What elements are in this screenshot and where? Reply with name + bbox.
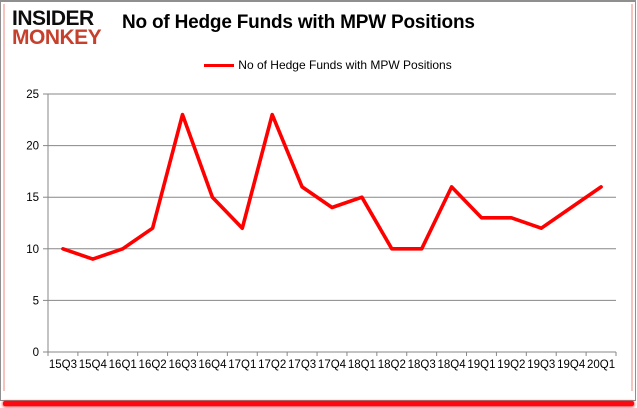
x-tick-label: 18Q4 [438,359,467,371]
y-tick-label: 25 [26,89,39,101]
x-tick-label: 19Q2 [497,359,525,371]
y-tick-label: 0 [33,347,39,359]
y-tick-label: 20 [26,141,39,153]
x-tick-label: 20Q1 [587,359,615,371]
frame-right-accent [631,4,633,391]
x-tick-label: 18Q1 [348,359,376,371]
y-tick-label: 10 [26,244,39,256]
x-tick-label: 17Q2 [258,359,286,371]
data-series [61,112,603,261]
x-tick-label: 16Q1 [109,359,137,371]
x-tick-label: 19Q1 [467,359,495,371]
y-tick-label: 15 [26,192,39,204]
insider-monkey-logo: INSIDER MONKEY [12,7,102,50]
series-line [61,112,603,261]
axes [43,93,617,356]
x-tick-label: 15Q4 [79,359,108,371]
gridlines [48,93,616,301]
x-tick-label: 17Q1 [228,359,256,371]
legend-line-swatch [204,63,235,67]
x-tick-label: 18Q2 [378,359,406,371]
y-tick-label: 5 [33,295,39,307]
frame-left-accent [3,4,5,391]
x-tick-label: 19Q4 [557,359,586,371]
x-tick-label: 17Q4 [318,359,347,371]
logo-insider-text: INSIDER [12,7,94,30]
chart-legend: No of Hedge Funds with MPW Positions [11,58,637,72]
x-axis-labels: 15Q3 15Q4 16Q1 16Q2 16Q3 16Q4 17Q1 17Q2 17Q3 17Q4… [49,359,615,371]
logo-monkey-text: MONKEY [12,26,102,50]
legend-label: No of Hedge Funds with MPW Positions [238,58,452,72]
x-tick-label: 16Q4 [198,359,227,371]
x-tick-label: 16Q3 [168,359,196,371]
x-tick-label: 16Q2 [139,359,167,371]
x-tick-label: 17Q3 [288,359,316,371]
frame-bottom-red-bar [3,401,634,406]
x-tick-label: 18Q3 [408,359,436,371]
x-tick-label: 19Q3 [527,359,555,371]
y-axis-labels: 0 5 10 15 20 25 [26,89,39,359]
x-tick-label: 15Q3 [49,359,77,371]
chart-title: No of Hedge Funds with MPW Positions [122,12,475,33]
